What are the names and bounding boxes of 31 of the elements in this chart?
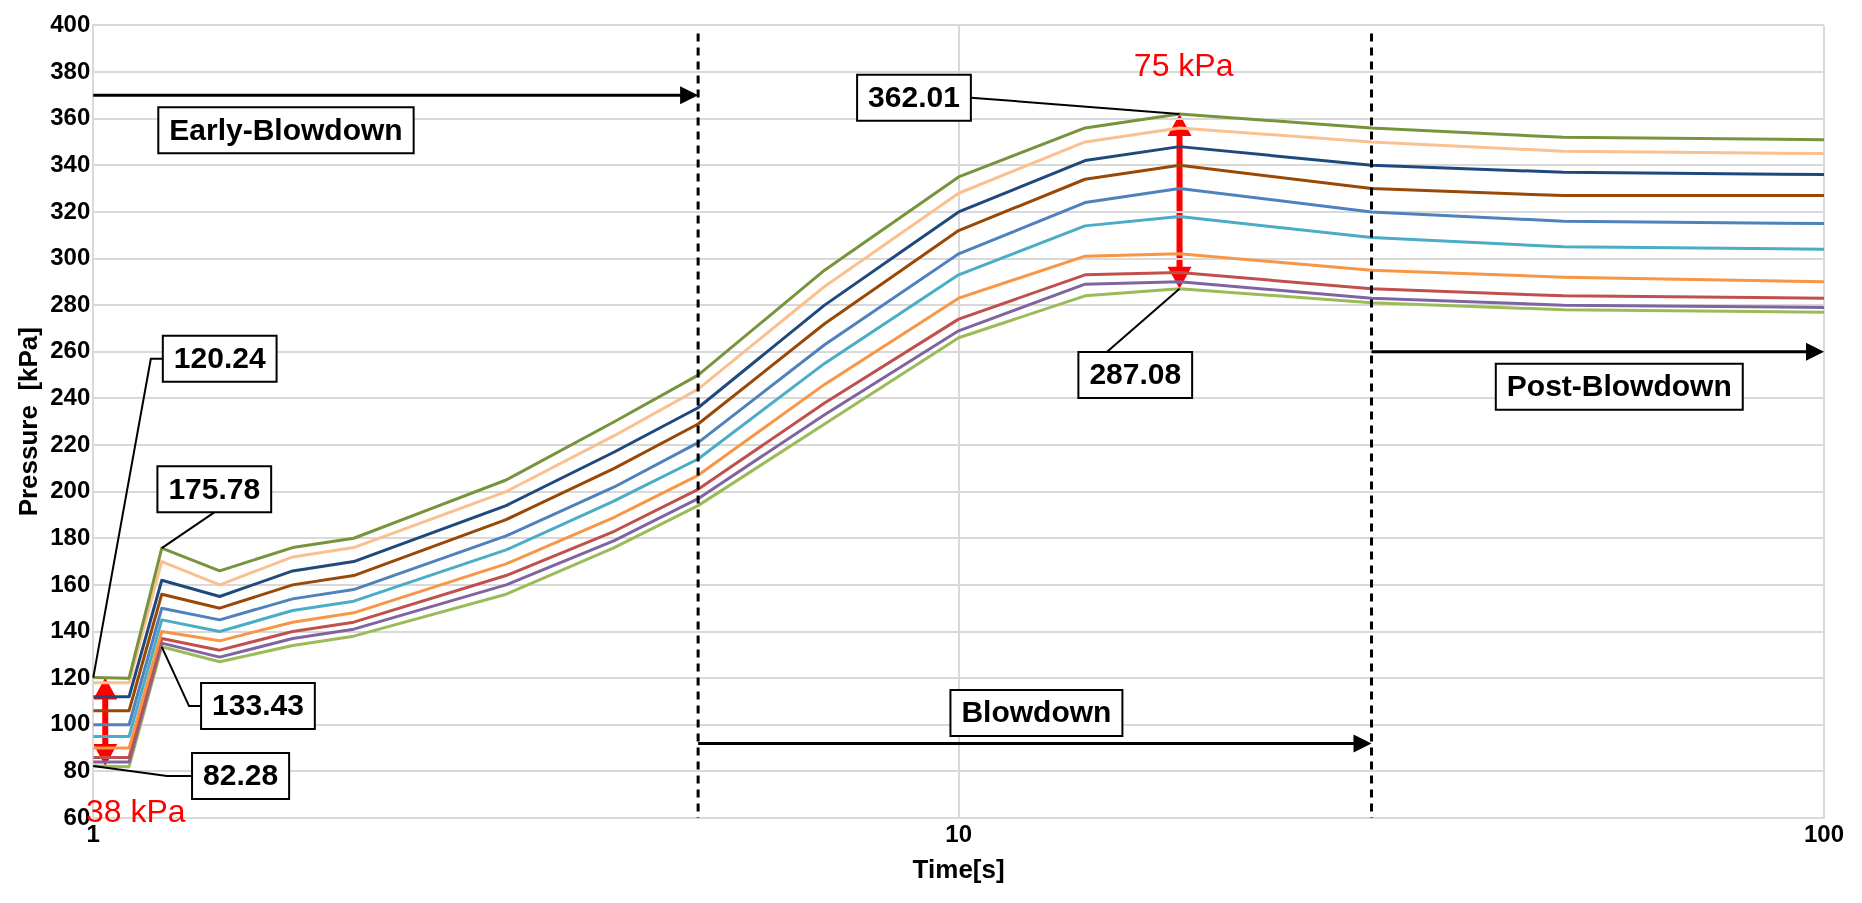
y-tick-label: 240 xyxy=(50,383,91,411)
y-tick-label: 160 xyxy=(50,569,91,597)
annotation: Blowdown xyxy=(961,695,1112,729)
annotation: Post-Blowdown xyxy=(1506,369,1732,402)
y-tick-label: 360 xyxy=(50,103,91,131)
y-tick-label: 340 xyxy=(50,149,91,177)
y-tick-label: 300 xyxy=(50,243,91,271)
annotation: 175.78 xyxy=(168,471,261,505)
annotation: 362.01 xyxy=(868,79,960,113)
annotation: 75 kPa xyxy=(1133,47,1234,84)
y-tick-label: 200 xyxy=(50,476,91,504)
y-tick-label: 180 xyxy=(50,522,91,550)
y-tick-label: 80 xyxy=(63,756,91,783)
y-tick-label: 280 xyxy=(50,289,91,317)
y-tick-label: 320 xyxy=(50,196,91,224)
annotation: 133.43 xyxy=(212,688,304,722)
x-tick-label: 100 xyxy=(1803,820,1845,848)
y-axis-title: Pressure [kPa] xyxy=(12,327,43,517)
annotation: 82.28 xyxy=(203,758,279,792)
y-tick-label: 380 xyxy=(50,56,91,84)
y-tick-label: 100 xyxy=(50,709,91,737)
y-tick-label: 260 xyxy=(50,336,91,364)
x-axis-title: Time[s] xyxy=(912,853,1005,884)
x-tick-label: 10 xyxy=(945,820,972,848)
annotation: 287.08 xyxy=(1089,357,1182,391)
y-tick-label: 220 xyxy=(50,429,91,457)
y-tick-label: 140 xyxy=(50,616,91,644)
y-tick-label: 400 xyxy=(50,10,91,38)
annotation: Early-Blowdown xyxy=(169,112,403,146)
y-tick-label: 120 xyxy=(50,662,91,690)
annotation: 120.24 xyxy=(173,341,266,375)
